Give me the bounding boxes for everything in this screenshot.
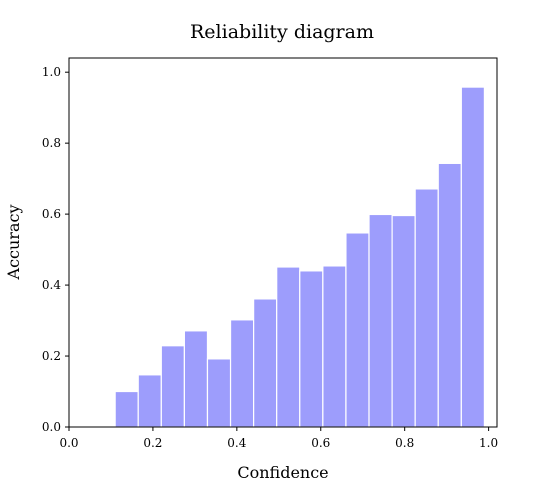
y-tick-label-0: 0.0 bbox=[42, 420, 61, 434]
bar-14 bbox=[414, 188, 439, 428]
bars-layer bbox=[114, 86, 486, 428]
plot-area-frame bbox=[68, 57, 498, 428]
bar-7 bbox=[253, 298, 278, 428]
x-axis: 0.0 0.2 0.4 0.6 0.8 1.0 bbox=[59, 427, 498, 450]
x-tick-label-0: 0.0 bbox=[59, 436, 78, 450]
bar-3 bbox=[160, 345, 185, 428]
x-axis-label: Confidence bbox=[237, 463, 328, 480]
y-tick-label-5: 1.0 bbox=[42, 65, 61, 79]
bar-4 bbox=[183, 330, 209, 428]
chart-title: Reliability diagram bbox=[190, 21, 374, 43]
bar-5 bbox=[206, 358, 232, 428]
x-tick-label-5: 1.0 bbox=[479, 436, 498, 450]
y-tick-label-1: 0.2 bbox=[42, 349, 61, 363]
bar-1 bbox=[114, 390, 139, 428]
bar-6 bbox=[229, 319, 255, 428]
x-tick-label-2: 0.4 bbox=[227, 436, 246, 450]
bar-16 bbox=[460, 86, 486, 428]
bar-2 bbox=[137, 374, 162, 428]
x-tick-label-4: 0.8 bbox=[395, 436, 414, 450]
x-tick-label-3: 0.6 bbox=[311, 436, 330, 450]
bar-10 bbox=[322, 265, 347, 428]
bar-8 bbox=[276, 266, 301, 428]
x-tick-label-1: 0.2 bbox=[143, 436, 162, 450]
y-axis-label: Accuracy bbox=[4, 205, 23, 281]
bar-11 bbox=[345, 232, 370, 428]
y-tick-label-4: 0.8 bbox=[42, 136, 61, 150]
bar-9 bbox=[299, 270, 324, 428]
y-tick-label-2: 0.4 bbox=[42, 278, 61, 292]
bar-15 bbox=[437, 162, 462, 428]
y-axis: 0.0 0.2 0.4 0.6 0.8 1.0 bbox=[42, 65, 69, 434]
bar-12 bbox=[368, 213, 393, 428]
y-tick-label-3: 0.6 bbox=[42, 207, 61, 221]
bar-13 bbox=[391, 214, 416, 428]
